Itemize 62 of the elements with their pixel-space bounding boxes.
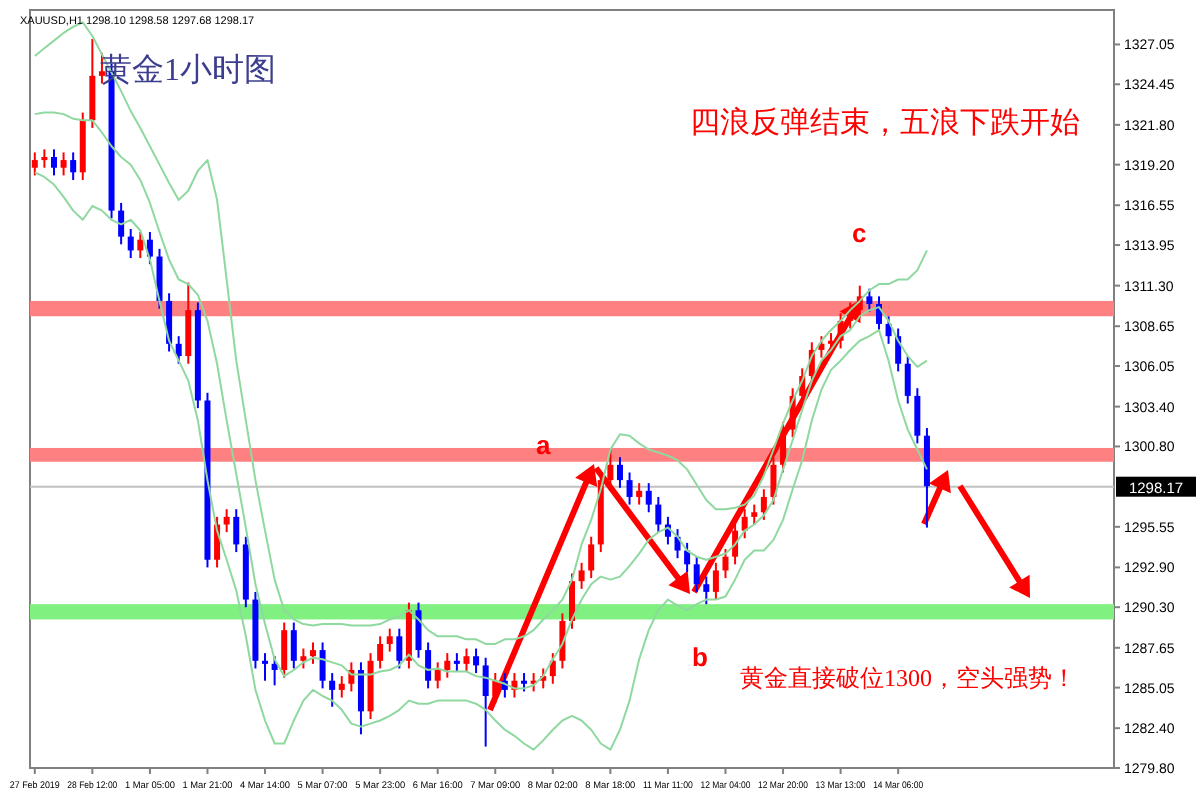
candlestick [693, 555, 700, 593]
candlestick [770, 456, 777, 506]
candlestick [588, 535, 595, 580]
candlestick [175, 335, 182, 365]
candlestick [780, 420, 787, 474]
candlestick [866, 287, 873, 313]
candlestick [521, 672, 528, 693]
candlestick [50, 148, 57, 177]
candlestick [434, 661, 441, 690]
candlestick [31, 151, 38, 177]
candlestick [578, 561, 585, 590]
candlestick [262, 652, 269, 682]
candlestick [751, 503, 758, 526]
candlestick [760, 488, 767, 521]
candlestick [616, 456, 623, 489]
candlestick [396, 627, 403, 670]
candlestick [741, 508, 748, 540]
candlestick [290, 621, 297, 670]
candlestick [473, 647, 480, 675]
annotation: 黄金直接破位1300，空头强势！ [740, 664, 1076, 692]
candlestick [607, 448, 614, 489]
annotation: 四浪反弹结束，五浪下跌开始 [690, 106, 1080, 140]
candlestick [828, 332, 835, 353]
candlestick [60, 151, 67, 177]
candlestick [281, 621, 288, 679]
candlestick [223, 508, 230, 534]
candlestick [118, 201, 125, 246]
candlestick [137, 231, 144, 260]
candlestick [386, 627, 393, 653]
annotation: a [536, 430, 552, 460]
candlestick [70, 151, 77, 181]
candlestick [453, 652, 460, 673]
candlestick [482, 656, 489, 748]
candlestick [712, 561, 719, 601]
candlestick [645, 482, 652, 514]
candlestick [425, 641, 432, 690]
candlestick [338, 675, 345, 699]
candlestick [89, 38, 96, 129]
candlestick [41, 148, 48, 169]
candlestick [127, 227, 134, 260]
candlestick [703, 575, 710, 606]
candlestick [655, 495, 662, 534]
candlestick [185, 281, 192, 365]
candlestick [156, 247, 163, 310]
candlestick [415, 601, 422, 659]
candlestick [357, 661, 364, 736]
candlestick [319, 641, 326, 690]
candlestick [626, 471, 633, 506]
candlestick [722, 548, 729, 580]
candlestick [492, 672, 499, 705]
candlestick [300, 647, 307, 670]
annotation: b [692, 642, 708, 672]
candlestick [233, 508, 240, 554]
candlestick [463, 647, 470, 673]
annotation: c [852, 218, 867, 248]
candlestick [444, 652, 451, 679]
candlestick [914, 387, 921, 445]
candlestick [904, 355, 911, 405]
candlestick [377, 635, 384, 670]
candlestick [309, 641, 316, 665]
candlestick [636, 482, 643, 506]
candlestick [329, 672, 336, 708]
